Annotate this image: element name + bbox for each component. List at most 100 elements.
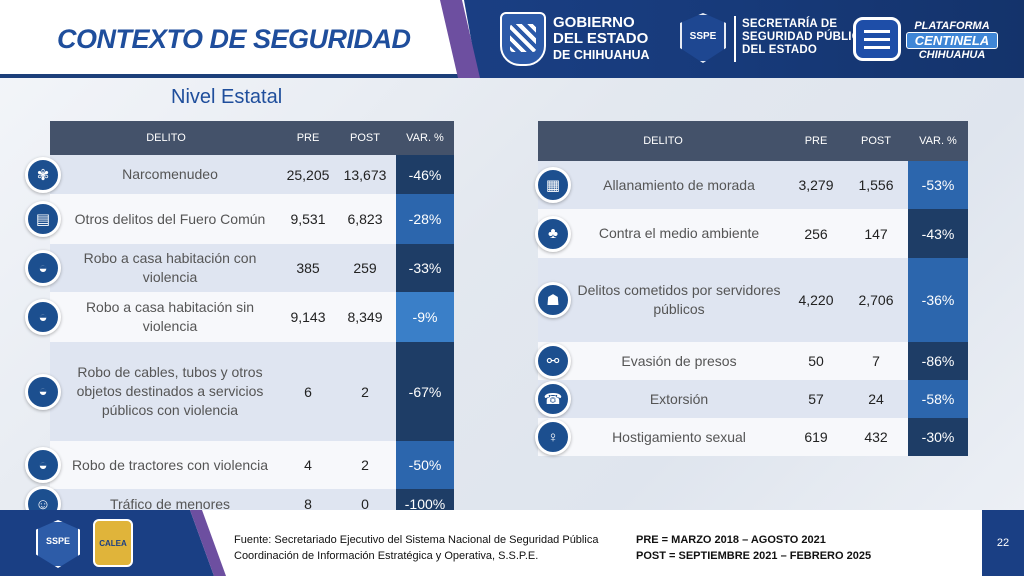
post-period: POST = SEPTIEMBRE 2021 – FEBRERO 2025 <box>636 550 872 562</box>
variation-value: -46% <box>396 155 454 194</box>
post-value: 432 <box>864 429 888 445</box>
masked-thief-icon: ◒ <box>25 250 61 286</box>
sspe-badge-label: SSPE <box>689 31 717 42</box>
crime-name: Hostigamiento sexual <box>612 428 746 445</box>
table-row: Extorsión 57 24 -58% <box>538 380 968 418</box>
woman-icon: ♀ <box>535 419 571 455</box>
variation-value: -53% <box>908 161 968 209</box>
pre-value: 8 <box>304 496 312 512</box>
table-row: Evasión de presos 50 7 -86% <box>538 342 968 380</box>
crime-name: Delitos cometidos por servidores público… <box>577 282 781 317</box>
period-legend: PRE = MARZO 2018 – AGOSTO 2021 POST = SE… <box>636 532 871 564</box>
column-header-post: POST <box>350 132 380 144</box>
handcuffs-icon: ⚯ <box>535 343 571 379</box>
crime-name: Narcomenudeo <box>122 166 218 182</box>
tree-icon: ♣ <box>535 215 571 252</box>
gobierno-line-2: DEL ESTADO <box>553 30 649 47</box>
table-row: Robo de tractores con violencia 4 2 -50% <box>50 441 454 489</box>
variation-value: -86% <box>908 342 968 380</box>
pre-value: 4,220 <box>798 292 834 308</box>
variation-value: -9% <box>396 292 454 342</box>
title-underline <box>0 74 462 78</box>
column-header-delito: DELITO <box>643 135 683 147</box>
column-header-delito: DELITO <box>146 132 186 144</box>
variation-value: -50% <box>396 441 454 489</box>
post-value: 2 <box>361 457 369 473</box>
secretaria-line-1: SECRETARÍA DE <box>742 18 838 30</box>
secretaria-line-2: SEGURIDAD PÚBLICA <box>742 31 869 43</box>
post-value: 8,349 <box>347 309 383 325</box>
pre-value: 6 <box>304 383 312 400</box>
masked-thief-icon: ◒ <box>25 373 61 410</box>
table-row: Robo de cables, tubos y otros objetos de… <box>50 342 454 441</box>
gobierno-logo-text: GOBIERNO DEL ESTADO DE CHIHUAHUA <box>553 15 650 63</box>
table-row: Contra el medio ambiente 256 147 -43% <box>538 209 968 258</box>
variation-value: -33% <box>396 244 454 292</box>
post-value: 2 <box>361 383 369 400</box>
variation-value: -67% <box>396 342 454 441</box>
table-row: Allanamiento de morada 3,279 1,556 -53% <box>538 161 968 209</box>
post-value: 0 <box>361 496 369 512</box>
secretaria-line-3: DEL ESTADO <box>742 44 818 56</box>
plataforma-line-3: CHIHUAHUA <box>918 49 986 61</box>
post-value: 24 <box>868 391 884 407</box>
masked-thief-icon: ◒ <box>25 299 61 335</box>
subtitle: Nivel Estatal <box>171 86 283 108</box>
phone-icon: ☎ <box>535 381 571 417</box>
plataforma-line-1: PLATAFORMA <box>914 20 990 32</box>
gobierno-line-3: DE CHIHUAHUA <box>553 48 650 62</box>
pre-period: PRE = MARZO 2018 – AGOSTO 2021 <box>636 534 826 546</box>
calea-footer-badge: CALEA <box>93 519 133 567</box>
page-number: 22 <box>982 510 1024 576</box>
crime-name: Evasión de presos <box>621 352 737 369</box>
table-row: Otros delitos del Fuero Común 9,531 6,823-… <box>50 194 454 244</box>
page-title: CONTEXTO DE SEGURIDAD <box>57 24 411 54</box>
gobierno-line-1: GOBIERNO <box>553 14 635 31</box>
crime-name: Robo de tractores con violencia <box>71 456 269 473</box>
pre-value: 9,143 <box>290 309 326 325</box>
cannabis-leaf-icon: ✾ <box>25 156 61 193</box>
plataforma-logo-text: PLATAFORMA CENTINELA CHIHUAHUA <box>906 20 998 61</box>
post-value: 7 <box>872 353 880 369</box>
source-line-2: Coordinación de Información Estratégica … <box>234 550 539 562</box>
secretaria-logo-text: SECRETARÍA DE SEGURIDAD PÚBLICA DEL ESTA… <box>742 18 869 57</box>
table-row: Delitos cometidos por servidores público… <box>538 258 968 342</box>
post-value: 2,706 <box>858 292 894 308</box>
crime-name: Otros delitos del Fuero Común <box>74 210 266 227</box>
circuit-board-icon <box>853 17 901 61</box>
variation-value: -58% <box>908 380 968 418</box>
variation-value: -28% <box>396 194 454 244</box>
column-header-post: POST <box>861 135 891 147</box>
column-header-var: VAR. % <box>919 135 957 147</box>
column-header-var: VAR. % <box>406 132 444 144</box>
crime-name: Tráfico de menores <box>109 495 231 512</box>
table-row: Narcomenudeo 25,205 13,673 -46% <box>50 155 454 194</box>
crime-name: Robo de cables, tubos y otros objetos de… <box>76 364 264 418</box>
pre-value: 25,205 <box>286 166 330 183</box>
post-value: 259 <box>353 260 377 276</box>
pre-value: 57 <box>808 391 824 407</box>
document-icon: ▤ <box>25 201 61 237</box>
pre-value: 50 <box>808 353 824 369</box>
table-row: Hostigamiento sexual 619 432 -30% <box>538 418 968 456</box>
crime-name: Robo a casa habitación con violencia <box>83 250 257 285</box>
column-header-pre: PRE <box>804 135 828 147</box>
header-title-area <box>0 0 470 78</box>
table-header: DELITO PRE POST VAR. % <box>50 121 454 155</box>
table-header: DELITO PRE POST VAR. % <box>538 121 968 161</box>
pre-value: 256 <box>804 225 828 242</box>
public-servant-icon: ☗ <box>535 282 571 318</box>
pre-value: 4 <box>304 457 312 473</box>
gobierno-shield-logo <box>500 12 546 66</box>
post-value: 6,823 <box>347 211 383 227</box>
variation-value: -43% <box>908 209 968 258</box>
source-note: Fuente: Secretariado Ejecutivo del Siste… <box>234 532 598 564</box>
column-header-pre: PRE <box>296 132 320 144</box>
building-icon: ▦ <box>535 167 571 203</box>
post-value: 1,556 <box>858 177 894 193</box>
variation-value: -36% <box>908 258 968 342</box>
crime-name: Contra el medio ambiente <box>598 225 760 241</box>
post-value: 147 <box>864 225 888 242</box>
pre-value: 3,279 <box>798 177 834 193</box>
plataforma-line-2: CENTINELA <box>906 32 998 49</box>
